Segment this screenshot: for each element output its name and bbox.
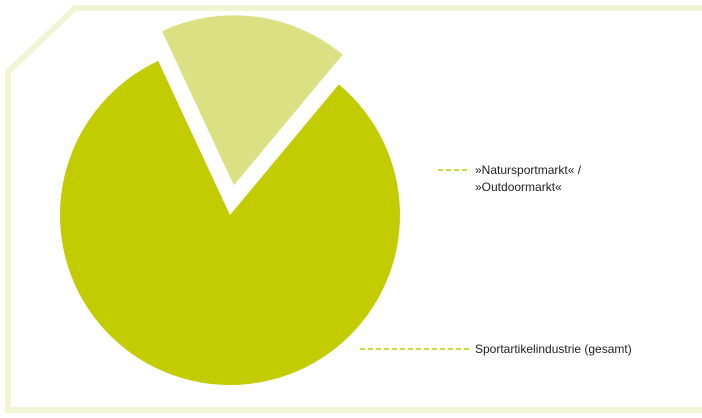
pie-slice-sportartikelindustrie [60,60,400,386]
slice-label-1-line-2: »Outdoormarkt« [475,180,562,194]
frame-border [5,5,702,413]
slice-label-2-line-1: Sportartikelindustrie (gesamt) [475,342,632,356]
slice-label-1-line-1: »Natursportmarkt« / [475,163,582,177]
pie-slice-natursportmarkt [162,15,343,186]
